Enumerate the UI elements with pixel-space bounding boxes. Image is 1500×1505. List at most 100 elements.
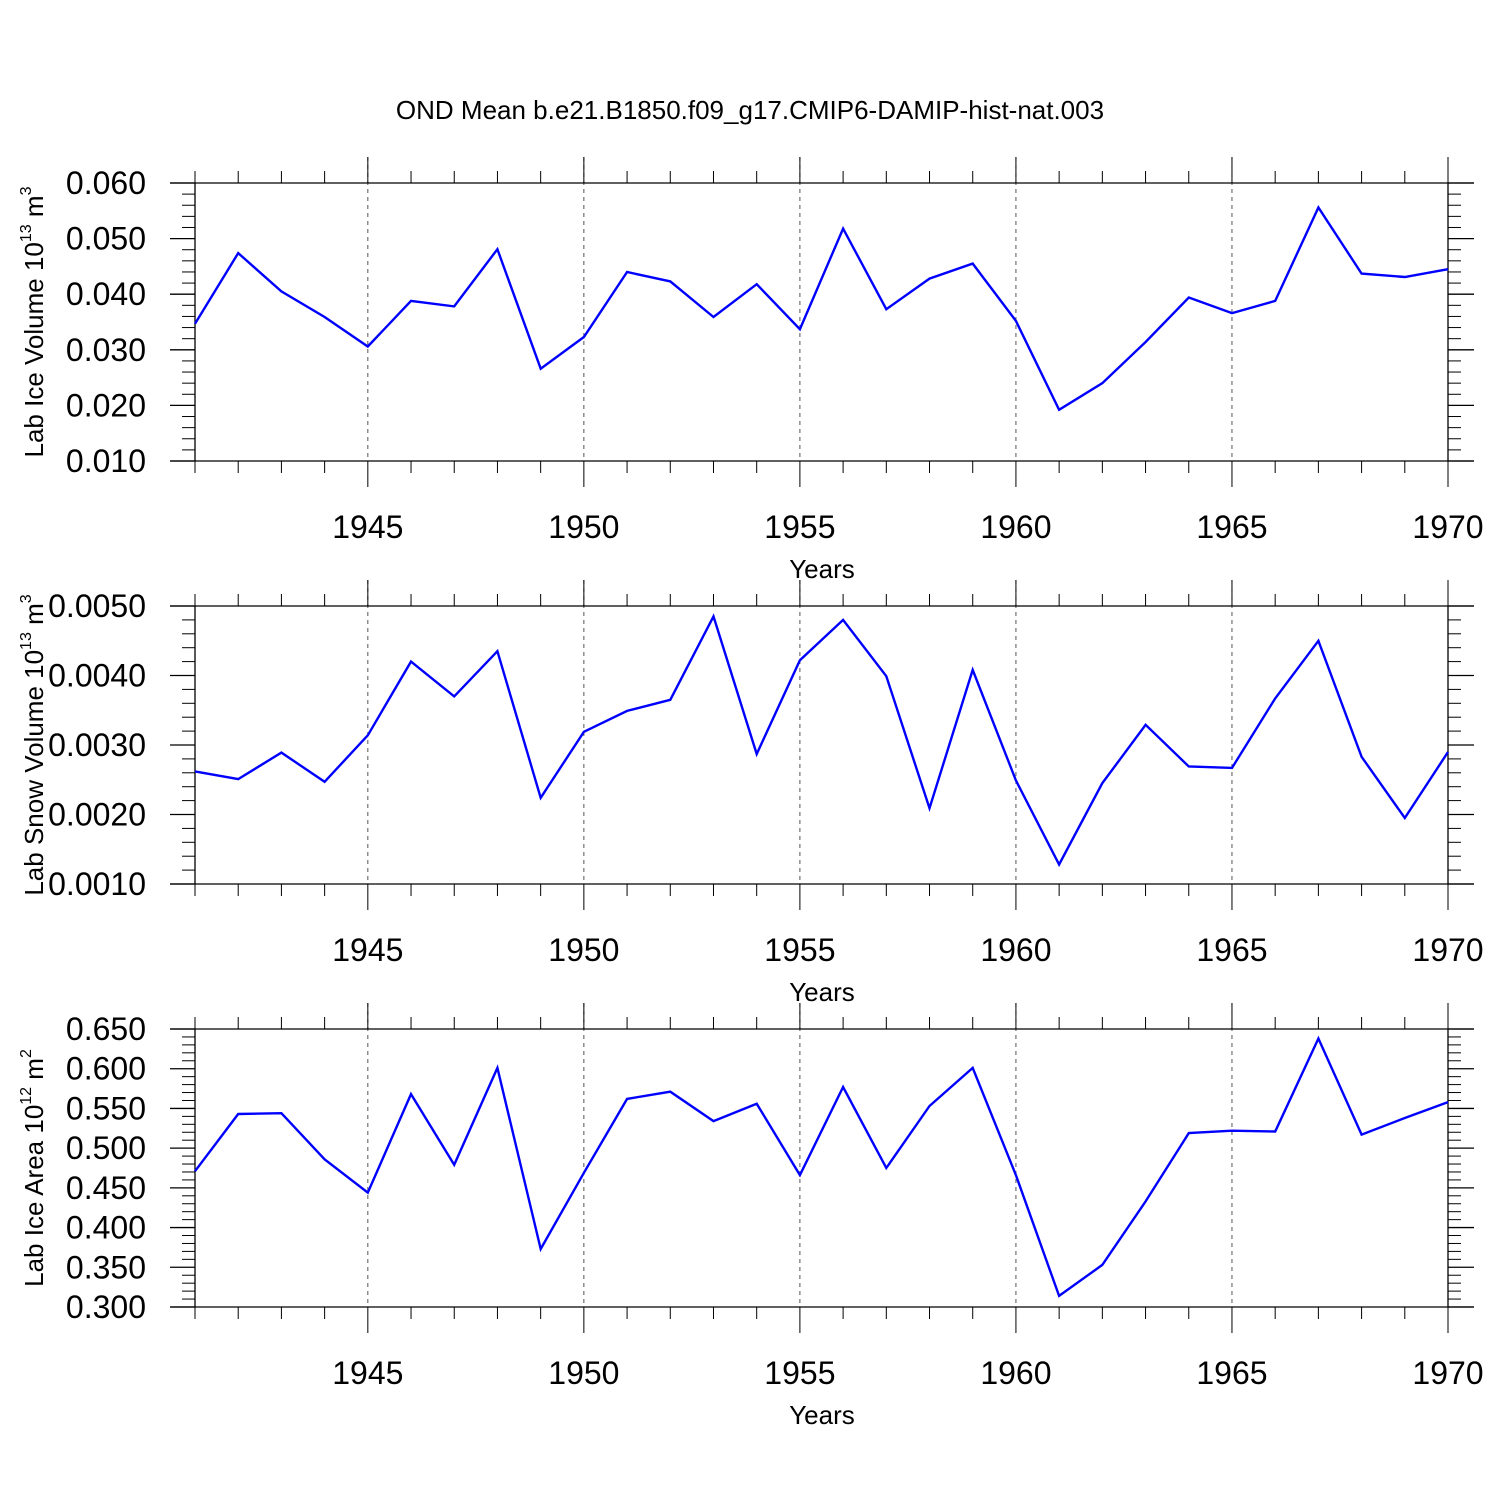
data-point — [1101, 1264, 1103, 1266]
data-point — [626, 710, 628, 712]
x-tick-label: 1965 — [1196, 509, 1267, 545]
y-tick-label: 0.040 — [66, 276, 146, 312]
data-point — [410, 300, 412, 302]
x-axis-title: Years — [789, 977, 855, 1007]
data-point — [799, 659, 801, 661]
data-point — [669, 280, 671, 282]
y-axis-title-exponent: 13 — [18, 224, 35, 242]
data-point — [712, 316, 714, 318]
data-point — [539, 797, 541, 799]
y-tick-label: 0.550 — [66, 1090, 146, 1126]
data-point — [972, 1067, 974, 1069]
data-point — [237, 252, 239, 254]
data-point — [280, 1112, 282, 1114]
data-point — [1015, 779, 1017, 781]
y-tick-label: 0.020 — [66, 387, 146, 423]
data-point — [712, 615, 714, 617]
data-point — [194, 770, 196, 772]
data-point — [1360, 756, 1362, 758]
y-axis-title: Lab Ice Volume 1013 m3 — [18, 186, 49, 457]
data-point — [669, 1091, 671, 1093]
data-point — [1231, 312, 1233, 314]
x-tick-label: 1945 — [332, 509, 403, 545]
data-point — [323, 781, 325, 783]
data-point — [972, 669, 974, 671]
data-point — [1447, 751, 1449, 753]
data-point — [1317, 206, 1319, 208]
chart-panel-2: 0.0010 0.0020 0.0030 0.0040 0.0050 1945 1950 19… — [18, 580, 1484, 1007]
x-tick-label: 1950 — [548, 1355, 619, 1391]
x-tick-label: 1950 — [548, 932, 619, 968]
data-point — [453, 1164, 455, 1166]
y-axis-title-unit-exponent: 3 — [18, 186, 35, 195]
data-point — [496, 248, 498, 250]
x-tick-label: 1960 — [980, 509, 1051, 545]
data-point — [842, 1086, 844, 1088]
data-point — [712, 1120, 714, 1122]
data-point — [842, 227, 844, 229]
x-tick-label: 1965 — [1196, 932, 1267, 968]
data-point — [280, 290, 282, 292]
data-point — [885, 1167, 887, 1169]
data-point — [194, 322, 196, 324]
data-point — [539, 1248, 541, 1250]
data-point — [1404, 817, 1406, 819]
y-axis-title-exponent: 12 — [18, 1087, 35, 1105]
data-point — [453, 695, 455, 697]
data-point — [237, 1113, 239, 1115]
data-point — [583, 731, 585, 733]
data-point — [1274, 300, 1276, 302]
y-tick-label: 0.600 — [66, 1051, 146, 1087]
data-point — [237, 778, 239, 780]
data-point — [1058, 863, 1060, 865]
y-tick-label: 0.0050 — [48, 588, 146, 624]
data-point — [1188, 1132, 1190, 1134]
data-point — [1360, 272, 1362, 274]
y-axis-title-unit-exponent: 3 — [18, 594, 35, 603]
x-tick-label: 1970 — [1412, 1355, 1483, 1391]
x-tick-label: 1955 — [764, 1355, 835, 1391]
chart-title: OND Mean b.e21.B1850.f09_g17.CMIP6-DAMIP… — [396, 95, 1104, 125]
x-axis-title: Years — [789, 1400, 855, 1430]
data-point — [1015, 320, 1017, 322]
data-point — [928, 807, 930, 809]
y-tick-label: 0.300 — [66, 1289, 146, 1325]
data-point — [1144, 724, 1146, 726]
data-point — [1317, 1037, 1319, 1039]
y-axis-title-unit: m — [19, 1058, 49, 1087]
x-tick-label: 1955 — [764, 932, 835, 968]
data-point — [1360, 1133, 1362, 1135]
data-point — [323, 316, 325, 318]
data-point — [367, 345, 369, 347]
y-tick-label: 0.350 — [66, 1249, 146, 1285]
y-tick-label: 0.010 — [66, 443, 146, 479]
data-point — [1058, 1295, 1060, 1297]
x-axis-title: Years — [789, 554, 855, 584]
data-point — [367, 1191, 369, 1193]
data-point — [755, 1102, 757, 1104]
data-point — [1101, 382, 1103, 384]
data-point — [1015, 1174, 1017, 1176]
x-tick-label: 1945 — [332, 932, 403, 968]
data-point — [669, 699, 671, 701]
data-point — [410, 660, 412, 662]
data-point — [1404, 276, 1406, 278]
y-axis-title-text: Lab Ice Volume 10 — [19, 242, 49, 457]
data-point — [367, 734, 369, 736]
series-line — [194, 1035, 1449, 1298]
data-point — [1447, 268, 1449, 270]
y-axis-title-unit-exponent: 2 — [18, 1049, 35, 1058]
series-line — [193, 205, 1449, 412]
data-point — [1101, 782, 1103, 784]
data-point — [972, 262, 974, 264]
y-tick-label: 0.0030 — [48, 727, 146, 763]
data-point — [194, 1170, 196, 1172]
chart-panel-1: 0.010 0.020 0.030 0.040 0.050 0.060 1945 1950 19… — [18, 157, 1484, 584]
data-point — [496, 650, 498, 652]
y-tick-label: 0.0010 — [48, 866, 146, 902]
series-line — [194, 613, 1450, 868]
data-point — [583, 1172, 585, 1174]
y-tick-label: 0.0040 — [48, 658, 146, 694]
